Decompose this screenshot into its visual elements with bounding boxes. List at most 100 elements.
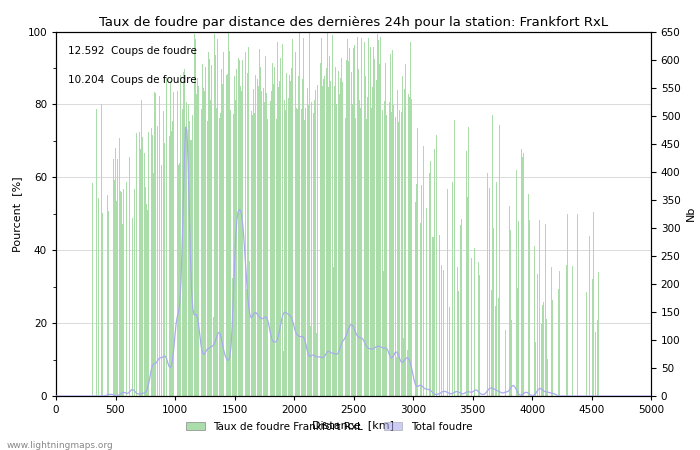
Bar	[304, 120, 305, 396]
Bar	[178, 165, 179, 396]
Bar	[240, 86, 241, 396]
Bar	[505, 330, 506, 396]
Bar	[302, 79, 303, 396]
Bar	[227, 74, 228, 396]
Bar	[396, 356, 397, 396]
Bar	[397, 90, 398, 396]
Bar	[195, 40, 196, 396]
Bar	[337, 72, 339, 396]
Bar	[154, 92, 155, 396]
Bar	[241, 91, 242, 396]
Bar	[252, 115, 253, 396]
Bar	[390, 54, 391, 396]
Bar	[535, 342, 536, 396]
Bar	[372, 87, 373, 396]
Bar	[152, 135, 153, 396]
Bar	[249, 261, 251, 396]
Bar	[534, 246, 535, 396]
Bar	[391, 112, 392, 396]
Bar	[320, 63, 321, 396]
Bar	[495, 306, 496, 396]
Bar	[398, 122, 399, 396]
Bar	[449, 307, 450, 396]
Bar	[245, 52, 246, 396]
Bar	[434, 149, 435, 396]
Bar	[230, 110, 232, 396]
Bar	[237, 58, 239, 396]
Bar	[323, 79, 324, 396]
Bar	[400, 112, 402, 396]
Bar	[148, 132, 149, 396]
Bar	[96, 109, 97, 396]
Bar	[523, 153, 524, 396]
Bar	[281, 44, 283, 396]
Bar	[410, 42, 411, 396]
Bar	[408, 94, 409, 396]
Bar	[376, 80, 377, 396]
Bar	[385, 63, 386, 396]
Bar	[386, 115, 387, 396]
Bar	[340, 78, 341, 396]
Bar	[283, 351, 284, 396]
Bar	[290, 81, 291, 396]
Bar	[272, 63, 273, 396]
Bar	[366, 119, 367, 396]
Bar	[313, 113, 314, 396]
Bar	[261, 90, 262, 396]
Bar	[460, 225, 461, 396]
Bar	[253, 90, 254, 396]
Bar	[325, 76, 326, 396]
Bar	[233, 113, 234, 396]
Bar	[140, 149, 141, 396]
Bar	[393, 104, 394, 396]
Bar	[316, 333, 317, 396]
Bar	[567, 214, 568, 396]
Bar	[456, 267, 458, 396]
Bar	[177, 91, 178, 396]
Bar	[171, 131, 172, 396]
Bar	[186, 102, 188, 396]
Bar	[223, 52, 224, 396]
Bar	[115, 148, 116, 396]
Bar	[102, 213, 103, 396]
Bar	[454, 120, 455, 396]
Bar	[496, 182, 497, 396]
Bar	[510, 230, 511, 396]
Bar	[301, 109, 302, 396]
Bar	[222, 84, 223, 396]
Bar	[344, 118, 346, 396]
Bar	[541, 324, 542, 396]
Bar	[218, 118, 220, 396]
Bar	[259, 49, 260, 396]
Bar	[371, 108, 372, 396]
Bar	[179, 163, 180, 396]
Bar	[416, 184, 417, 396]
Bar	[308, 104, 309, 396]
Text: 10.204  Coups de foudre: 10.204 Coups de foudre	[68, 75, 197, 85]
Bar	[566, 265, 567, 396]
Bar	[361, 38, 363, 396]
Bar	[432, 237, 433, 396]
Bar	[279, 81, 280, 396]
Bar	[262, 88, 263, 396]
Bar	[499, 125, 500, 396]
Bar	[274, 68, 275, 396]
Bar	[139, 132, 140, 396]
Bar	[162, 111, 164, 396]
Bar	[522, 157, 523, 396]
Bar	[577, 214, 578, 396]
Bar	[221, 69, 222, 396]
Bar	[136, 133, 137, 396]
Bar	[349, 48, 351, 396]
Bar	[291, 68, 292, 396]
Bar	[328, 87, 329, 396]
Bar	[521, 149, 522, 396]
Bar	[359, 100, 360, 396]
Bar	[92, 183, 93, 396]
Bar	[145, 187, 146, 396]
Bar	[247, 73, 248, 396]
Text: 12.592  Coups de foudre: 12.592 Coups de foudre	[68, 46, 197, 56]
Bar	[528, 194, 529, 396]
Bar	[184, 69, 185, 396]
Bar	[258, 86, 259, 396]
